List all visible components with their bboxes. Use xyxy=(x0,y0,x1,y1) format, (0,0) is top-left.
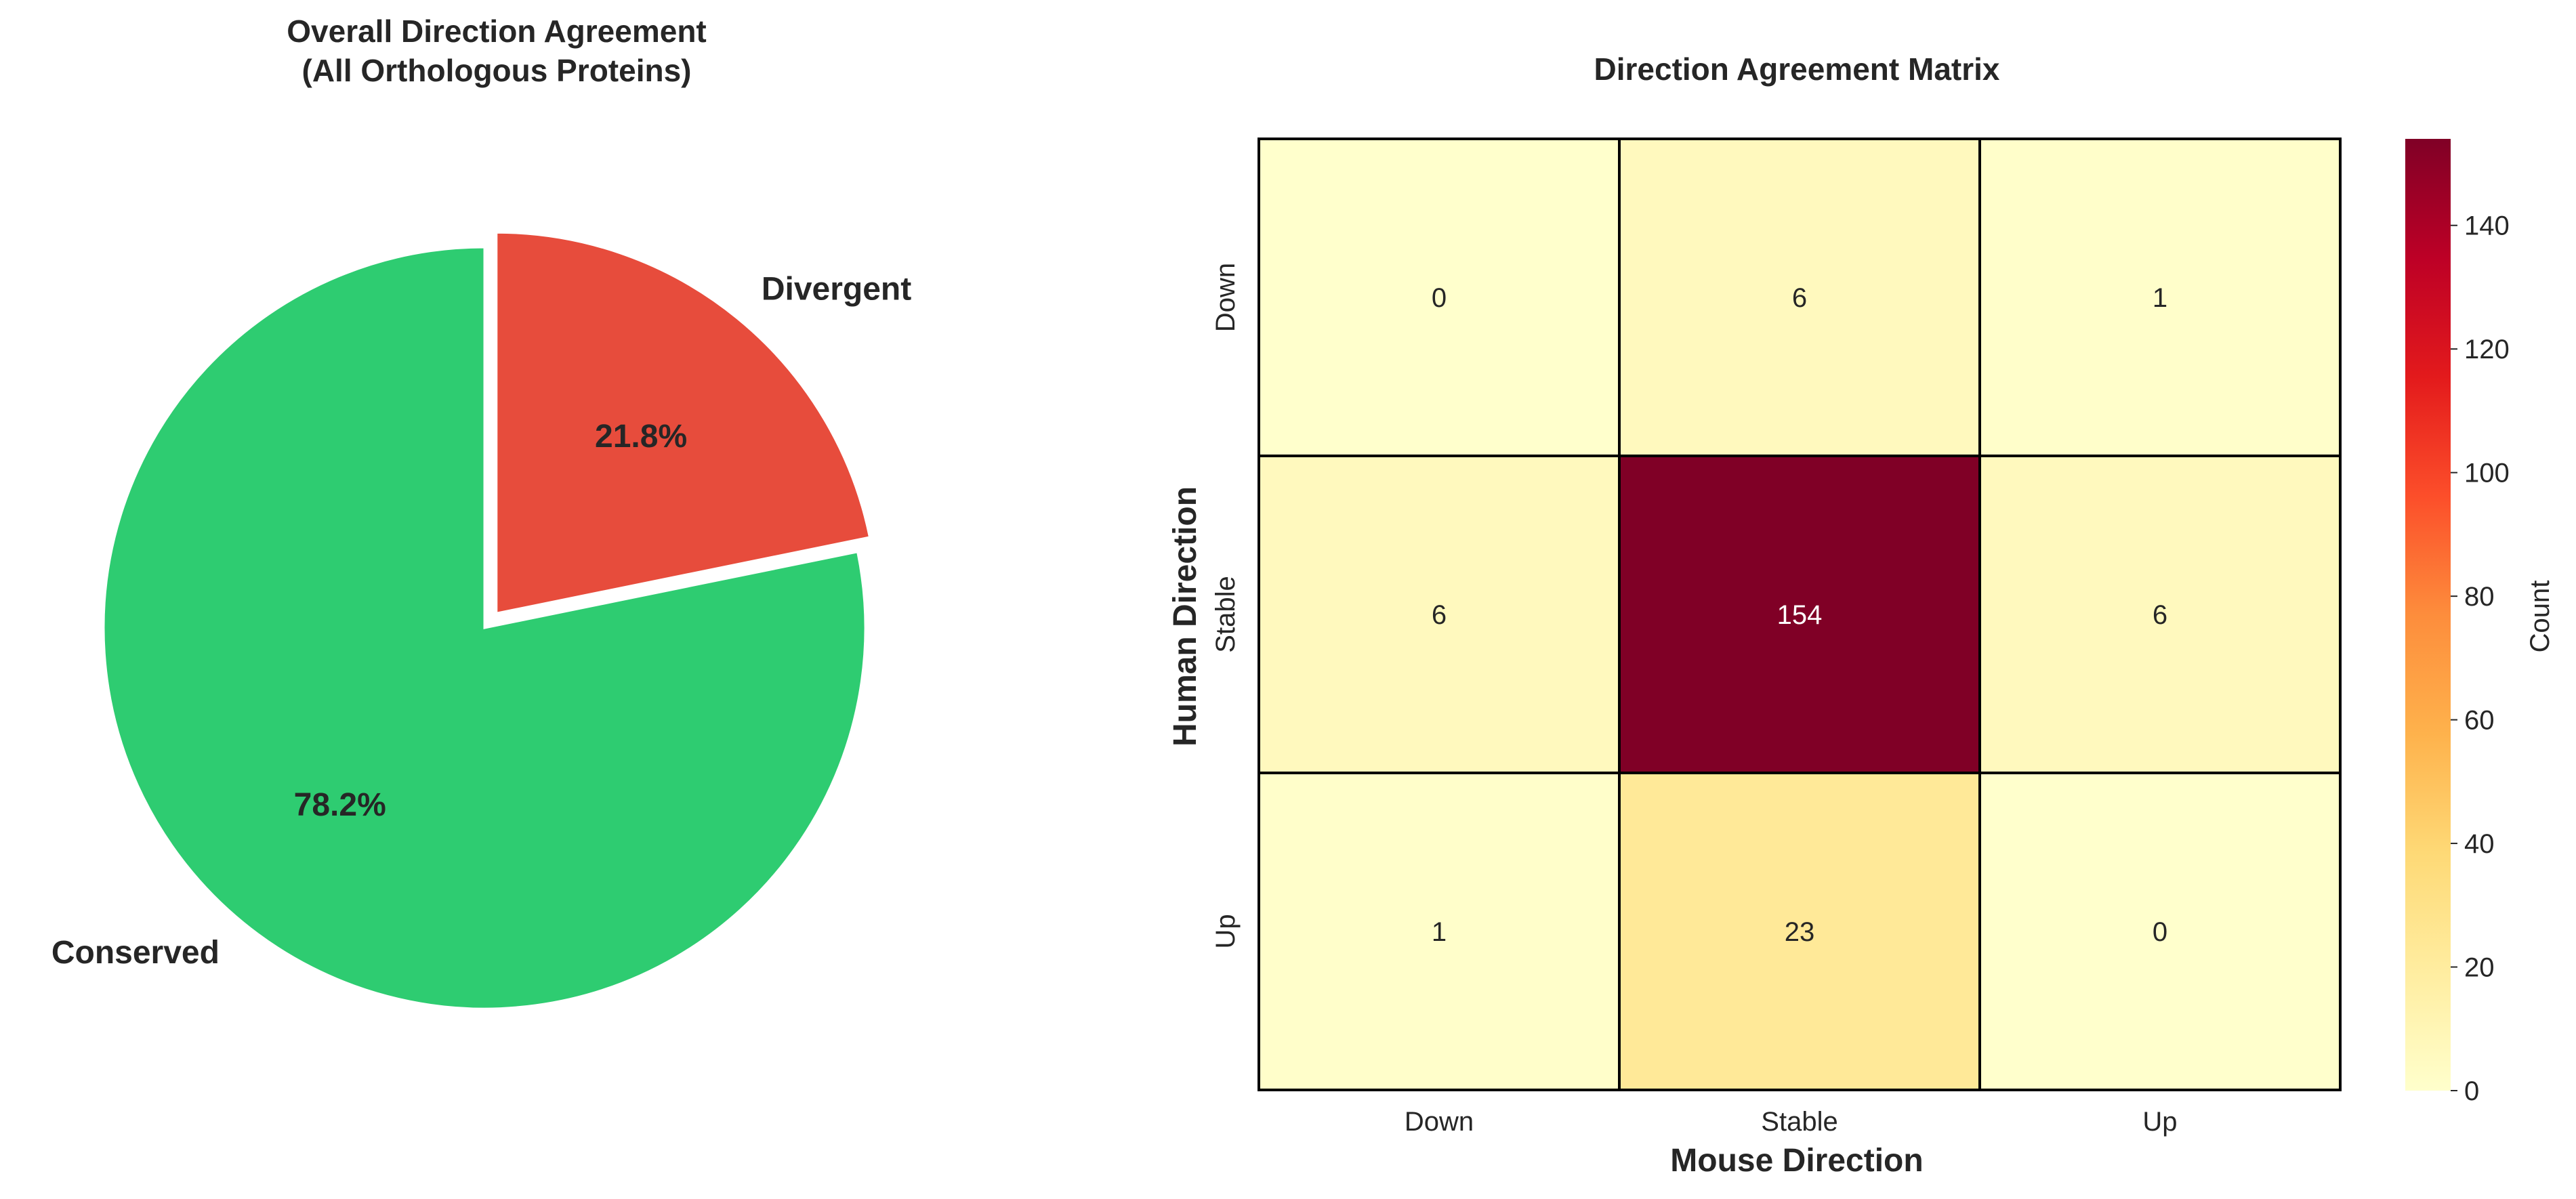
colorbar-tick-label: 80 xyxy=(2464,582,2495,612)
colorbar-tick-label: 40 xyxy=(2464,829,2495,859)
heatmap-chart: Direction Agreement Matrix 0 6 16 154 61 23 0 … xyxy=(1167,51,2555,1179)
heatmap-cell-value: 154 xyxy=(1777,600,1823,630)
heatmap-cell-value: 23 xyxy=(1785,917,1815,947)
heatmap-y-tick-label: Stable xyxy=(1211,576,1241,652)
heatmap-x-axis-label: Mouse Direction xyxy=(1670,1143,1923,1179)
heatmap-cell-labels: 0 6 1 6 154 6 1 23 0 xyxy=(1432,283,2167,947)
heatmap-x-tick-label: Down xyxy=(1405,1107,1474,1137)
heatmap-cell xyxy=(1258,138,1621,457)
heatmap-cell xyxy=(1258,772,1621,1091)
pie-slice-conserved xyxy=(102,246,867,1010)
heatmap-x-tick-label: Up xyxy=(2142,1107,2177,1137)
colorbar xyxy=(2405,139,2451,1091)
heatmap-title: Direction Agreement Matrix xyxy=(1594,51,2000,87)
heatmap-y-ticks: Down Stable Up xyxy=(1211,263,1241,949)
colorbar-tick-label: 20 xyxy=(2464,953,2495,983)
heatmap-cell-value: 6 xyxy=(1432,600,1447,630)
colorbar-tick-label: 60 xyxy=(2464,706,2495,736)
heatmap-cell-value: 1 xyxy=(2153,283,2167,313)
heatmap-cell-value: 0 xyxy=(1432,283,1447,313)
colorbar-tick-label: 140 xyxy=(2464,211,2510,241)
heatmap-cell-value: 1 xyxy=(1432,917,1447,947)
colorbar-tick-label: 0 xyxy=(2464,1076,2479,1106)
pie-label-divergent: Divergent xyxy=(762,271,911,307)
heatmap-cell xyxy=(1618,138,1981,457)
heatmap-cell-value: 0 xyxy=(2153,917,2167,947)
heatmap-y-axis-label: Human Direction xyxy=(1167,486,1203,746)
heatmap-cell xyxy=(1258,455,1621,774)
heatmap-cell xyxy=(1618,772,1981,1091)
pie-labels: Divergent 21.8% Conserved 78.2% xyxy=(51,271,911,970)
colorbar-label: Count xyxy=(2525,581,2555,653)
pie-pct-divergent: 21.8% xyxy=(595,419,687,455)
heatmap-y-tick-label: Down xyxy=(1211,263,1241,332)
colorbar-tick-label: 100 xyxy=(2464,459,2510,488)
heatmap-y-tick-label: Up xyxy=(1211,914,1241,948)
heatmap-x-tick-label: Stable xyxy=(1761,1107,1837,1137)
heatmap-cell-value: 6 xyxy=(2153,600,2167,630)
pie-label-conserved: Conserved xyxy=(51,935,220,971)
heatmap-cell xyxy=(1978,772,2342,1091)
heatmap-cell xyxy=(1978,138,2342,457)
heatmap-cell xyxy=(1978,455,2342,774)
colorbar-ticks: 0 20 40 60 80 100 120 140 xyxy=(2451,211,2510,1106)
heatmap-cells xyxy=(1258,138,2342,1091)
heatmap-cell-value: 6 xyxy=(1792,283,1807,313)
pie-slice-divergent xyxy=(495,231,871,615)
pie-title-line2: (All Orthologous Proteins) xyxy=(302,53,692,88)
colorbar-tick-label: 120 xyxy=(2464,335,2510,364)
pie-chart: Overall Direction Agreement (All Ortholo… xyxy=(51,14,911,1010)
pie-slices xyxy=(102,231,871,1010)
heatmap-x-ticks: Down Stable Up xyxy=(1405,1107,2178,1137)
pie-pct-conserved: 78.2% xyxy=(294,787,386,823)
heatmap-cell xyxy=(1618,455,1981,774)
pie-title-line1: Overall Direction Agreement xyxy=(287,14,707,49)
